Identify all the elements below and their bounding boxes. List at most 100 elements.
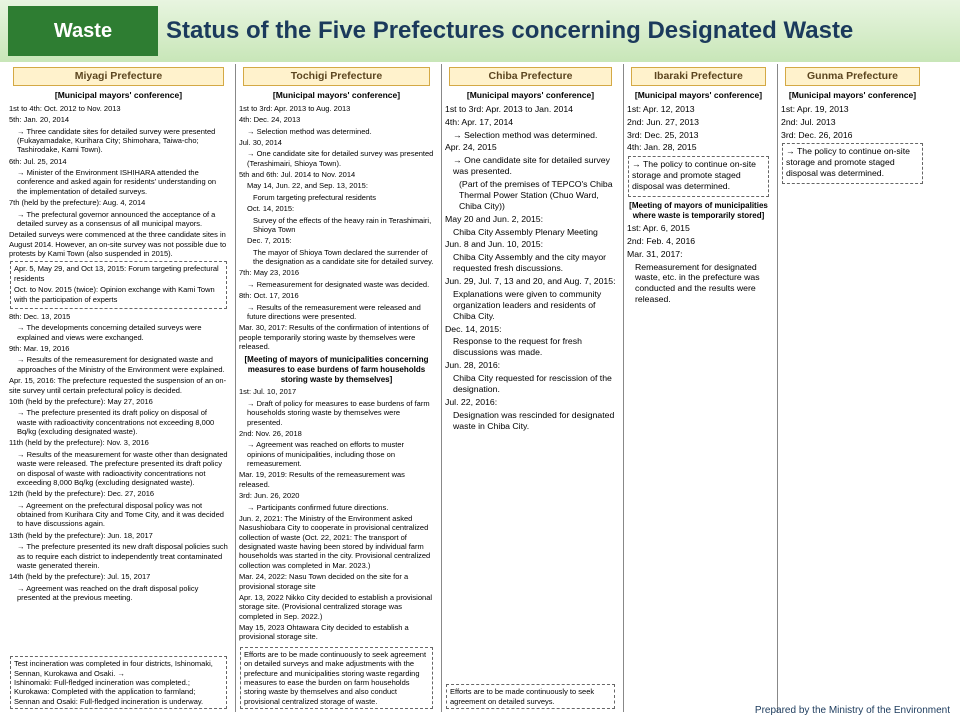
dashed-box: Test incineration was completed in four …	[10, 656, 227, 709]
prefecture-column: Tochigi Prefecture[Municipal mayors' con…	[235, 64, 437, 712]
text-line: The mayor of Shioya Town declared the su…	[239, 248, 434, 267]
conference-label: [Municipal mayors' conference]	[627, 90, 770, 101]
column-title: Miyagi Prefecture	[13, 67, 224, 86]
text-line: Mar. 24, 2022: Nasu Town decided on the …	[239, 572, 434, 591]
text-line: Efforts are to be made continuously to s…	[450, 687, 611, 706]
text-line: Jun. 2, 2021: The Ministry of the Enviro…	[239, 514, 434, 570]
page-title: Status of the Five Prefectures concernin…	[166, 0, 853, 62]
text-line: 10th (held by the prefecture): May 27, 2…	[9, 397, 228, 406]
text-line: 7th (held by the prefecture): Aug. 4, 20…	[9, 198, 228, 207]
text-line: Oct. 14, 2015:	[239, 204, 434, 213]
text-line: Oct. to Nov. 2015 (twice): Opinion excha…	[14, 285, 223, 304]
dashed-box: → The policy to continue on-site storage…	[628, 156, 769, 197]
sub-heading: [Meeting of mayors of municipalities whe…	[627, 201, 770, 221]
text-line: → Participants confirmed future directio…	[239, 503, 434, 512]
prefecture-column: Ibaraki Prefecture[Municipal mayors' con…	[623, 64, 773, 712]
text-line: → Remeasurement for designated waste was…	[239, 280, 434, 289]
text-line: Response to the request for fresh discus…	[445, 336, 616, 358]
text-line: (Part of the premises of TEPCO's Chiba T…	[445, 179, 616, 212]
text-line: → The prefecture presented its new draft…	[9, 542, 228, 570]
prefecture-column: Gunma Prefecture [Municipal mayors' confe…	[777, 64, 927, 712]
text-line: Jul. 30, 2014	[239, 138, 434, 147]
text-line: 2nd: Nov. 26, 2018	[239, 429, 434, 438]
text-line: → Agreement was reached on the draft dis…	[9, 584, 228, 603]
column-body: 1st to 3rd: Apr. 2013 to Aug. 2013 4th: D…	[239, 104, 434, 644]
text-line: Apr. 24, 2015	[445, 142, 616, 153]
column-body: 1st: Apr. 12, 20132nd: Jun. 27, 20133rd:…	[627, 104, 770, 712]
text-line: 1st: Apr. 12, 2013	[627, 104, 770, 115]
text-line: 2nd: Feb. 4, 2016	[627, 236, 770, 247]
text-line: → Three candidate sites for detailed sur…	[9, 127, 228, 155]
text-line: 5th: Jan. 20, 2014	[9, 115, 228, 124]
text-line: Survey of the effects of the heavy rain …	[239, 216, 434, 235]
prefecture-column: Chiba Prefecture[Municipal mayors' confe…	[441, 64, 619, 712]
prefecture-column: Miyagi Prefecture[Municipal mayors' conf…	[6, 64, 231, 712]
header: Waste Status of the Five Prefectures con…	[0, 0, 960, 62]
column-body: 1st: Apr. 19, 2013 2nd: Jul. 2013 3rd: Dec…	[781, 104, 924, 712]
text-line: Jun. 8 and Jun. 10, 2015:	[445, 239, 616, 250]
text-line: Test incineration was completed in four …	[14, 659, 223, 678]
text-line: Detailed surveys were commenced at the t…	[9, 230, 228, 258]
conference-label: [Municipal mayors' conference]	[781, 90, 924, 101]
dashed-box: Apr. 5, May 29, and Oct 13, 2015: Forum …	[10, 261, 227, 309]
text-line: 11th (held by the prefecture): Nov. 3, 2…	[9, 438, 228, 447]
text-line: → The policy to continue on-site storage…	[786, 146, 919, 179]
text-line: 1st to 3rd: Apr. 2013 to Aug. 2013	[239, 104, 434, 113]
text-line: 3rd: Jun. 26, 2020	[239, 491, 434, 500]
text-line: Jun. 29, Jul. 7, 13 and 20, and Aug. 7, …	[445, 276, 616, 287]
text-line: 8th: Dec. 13, 2015	[9, 312, 228, 321]
text-line: May 14, Jun. 22, and Sep. 13, 2015:	[239, 181, 434, 190]
dashed-box: Efforts are to be made continuously to s…	[240, 647, 433, 709]
text-line: → One candidate site for detailed survey…	[445, 155, 616, 177]
text-line: 3rd: Dec. 26, 2016	[781, 130, 924, 141]
text-line: → The prefecture presented its draft pol…	[9, 408, 228, 436]
dashed-box: Efforts are to be made continuously to s…	[446, 684, 615, 709]
text-line: Mar. 19, 2019: Results of the remeasurem…	[239, 470, 434, 489]
text-line: 12th (held by the prefecture): Dec. 27, …	[9, 489, 228, 498]
text-line: → The policy to continue on-site storage…	[632, 159, 765, 192]
text-line: 2nd: Jul. 2013	[781, 117, 924, 128]
text-line: Chiba City requested for rescission of t…	[445, 373, 616, 395]
text-line: → Selection method was determined.	[445, 130, 616, 141]
text-line: → Draft of policy for measures to ease b…	[239, 399, 434, 427]
category-badge: Waste	[8, 6, 158, 56]
text-line: → One candidate site for detailed survey…	[239, 149, 434, 168]
text-line: → The prefectural governor announced the…	[9, 210, 228, 229]
text-line: → Results of the remeasurement were rele…	[239, 303, 434, 322]
text-line: → Agreement was reached on efforts to mu…	[239, 440, 434, 468]
text-line: → Selection method was determined.	[239, 127, 434, 136]
text-line: 3rd: Dec. 25, 2013	[627, 130, 770, 141]
text-line: → The developments concerning detailed s…	[9, 323, 228, 342]
text-line: Ishinomaki: Full-fledged incineration wa…	[14, 678, 223, 706]
prefecture-columns: Miyagi Prefecture [Municipal mayors' conf…	[0, 62, 960, 712]
text-line: May 20 and Jun. 2, 2015:	[445, 214, 616, 225]
text-line: Apr. 15, 2016: The prefecture requested …	[9, 376, 228, 395]
text-line: Jun. 28, 2016:	[445, 360, 616, 371]
column-body: 1st to 3rd: Apr. 2013 to Jan. 20144th: A…	[445, 104, 616, 682]
text-line: Apr. 13, 2022 Nikko City decided to esta…	[239, 593, 434, 621]
column-title: Gunma Prefecture	[785, 67, 920, 86]
text-line: 1st to 4th: Oct. 2012 to Nov. 2013	[9, 104, 228, 113]
text-line: 9th: Mar. 19, 2016	[9, 344, 228, 353]
text-line: Dec. 7, 2015:	[239, 236, 434, 245]
text-line: 4th: Dec. 24, 2013	[239, 115, 434, 124]
text-line: 7th: May 23, 2016	[239, 268, 434, 277]
text-line: 8th: Oct. 17, 2016	[239, 291, 434, 300]
column-title: Chiba Prefecture	[449, 67, 612, 86]
sub-heading: [Meeting of mayors of municipalities con…	[239, 355, 434, 385]
dashed-box: → The policy to continue on-site storage…	[782, 143, 923, 184]
text-line: 1st: Apr. 19, 2013	[781, 104, 924, 115]
text-line: → Minister of the Environment ISHIHARA a…	[9, 168, 228, 196]
text-line: 1st to 3rd: Apr. 2013 to Jan. 2014	[445, 104, 616, 115]
column-body: 1st to 4th: Oct. 2012 to Nov. 2013 5th: J…	[9, 104, 228, 653]
text-line: → Results of the remeasurement for desig…	[9, 355, 228, 374]
text-line: 14th (held by the prefecture): Jul. 15, …	[9, 572, 228, 581]
text-line: 6th: Jul. 25, 2014	[9, 157, 228, 166]
text-line: → Results of the measurement for waste o…	[9, 450, 228, 488]
text-line: May 15, 2023 Ohtawara City decided to es…	[239, 623, 434, 642]
text-line: Dec. 14, 2015:	[445, 324, 616, 335]
text-line: Apr. 5, May 29, and Oct 13, 2015: Forum …	[14, 264, 223, 283]
text-line: Remeasurement for designated waste, etc.…	[627, 262, 770, 306]
text-line: Chiba City Assembly Plenary Meeting	[445, 227, 616, 238]
text-line: 1st: Jul. 10, 2017	[239, 387, 434, 396]
